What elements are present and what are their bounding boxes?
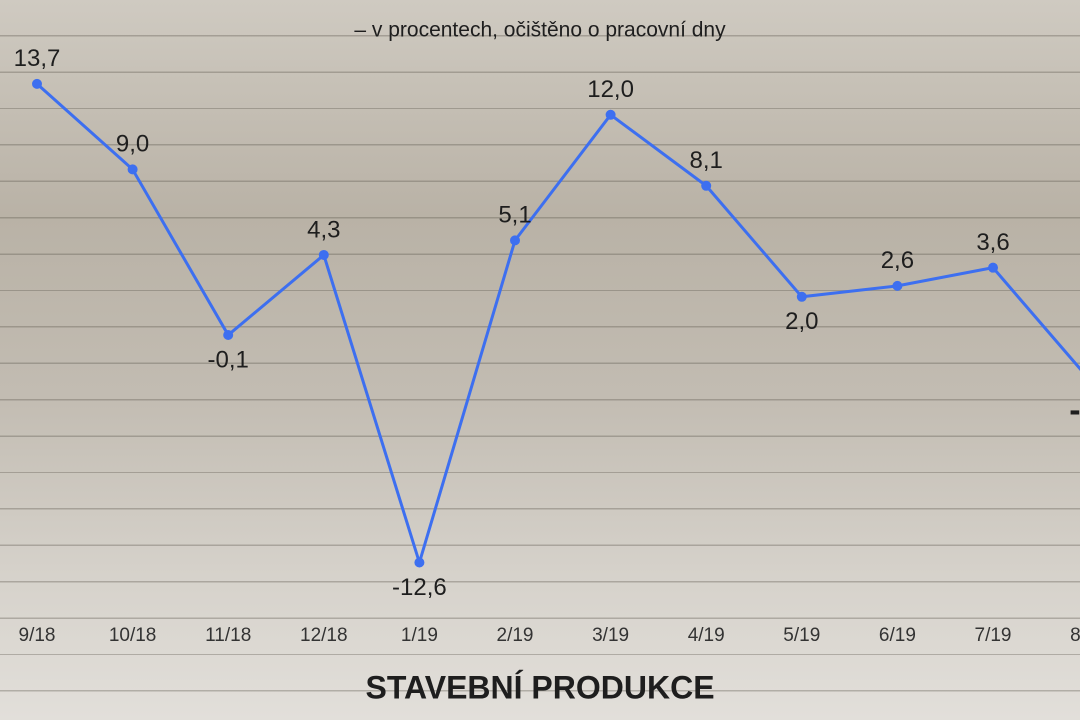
data-point: [127, 164, 138, 175]
data-line: [35, 82, 1080, 568]
value-label: 4,3: [307, 216, 340, 243]
data-point: [701, 180, 712, 191]
data-point: [510, 235, 520, 246]
chart-title: STAVEBNÍ PRODUKCE: [365, 669, 714, 705]
x-tick-label: 3/19: [592, 625, 629, 646]
data-point: [223, 330, 234, 341]
x-tick-label: 8/19: [1070, 625, 1080, 646]
value-label: 9,0: [116, 131, 149, 158]
chart-subtitle: – v procentech, očištěno o pracovní dny: [354, 19, 726, 42]
x-tick-label: 2/19: [497, 625, 534, 646]
value-label: -2,5: [1069, 392, 1080, 430]
x-tick-label: 9/18: [19, 625, 56, 646]
value-label: 12,0: [587, 76, 634, 103]
x-tick-label: 7/19: [975, 625, 1012, 646]
value-label: -12,6: [392, 574, 447, 601]
value-label: 3,6: [976, 229, 1009, 256]
data-point: [32, 78, 42, 89]
data-point: [318, 249, 329, 260]
x-tick-label: 4/19: [688, 625, 725, 646]
data-point: [796, 291, 807, 302]
x-tick-label: 5/19: [783, 625, 820, 646]
value-label: 2,0: [785, 308, 818, 335]
x-tick-label: 10/18: [109, 625, 157, 646]
data-point: [605, 109, 616, 120]
x-tick-label: 6/19: [879, 625, 916, 646]
data-point: [988, 262, 998, 273]
data-point: [414, 557, 425, 568]
data-point: [892, 280, 903, 291]
value-label: 8,1: [690, 147, 723, 174]
value-label: 13,7: [14, 45, 61, 72]
x-tick-label: 11/18: [205, 625, 251, 646]
x-tick-label: 1/19: [401, 625, 438, 646]
value-label: 2,6: [881, 247, 914, 274]
value-label: -0,1: [208, 346, 249, 373]
value-label: 5,1: [498, 202, 531, 229]
x-tick-label: 12/18: [300, 625, 348, 646]
